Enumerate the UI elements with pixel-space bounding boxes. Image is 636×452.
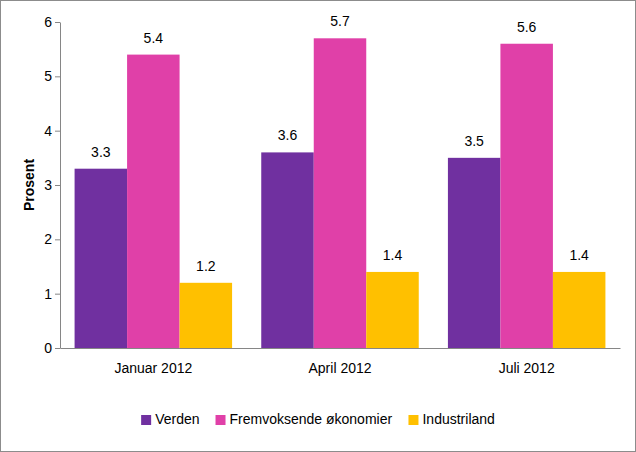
tick: April 2012 (308, 348, 371, 376)
legend-item: Verden (141, 411, 199, 427)
tick-mark (55, 131, 60, 132)
tick-label: 0 (44, 340, 52, 356)
legend-swatch (141, 415, 151, 425)
series (180, 272, 606, 348)
data-label: 5.6 (517, 19, 537, 35)
tick-mark (55, 294, 60, 295)
data-label: 1.4 (569, 247, 589, 263)
tick: Januar 2012 (114, 348, 192, 376)
data-labels: 3.3 3.6 3.5 5.4 5.7 5.6 1.2 1.4 1.4 (91, 13, 589, 274)
tick-mark (55, 76, 60, 77)
tick-mark (55, 239, 60, 240)
legend-swatch (408, 415, 418, 425)
legend-label: Verden (155, 411, 199, 427)
tick-label: Januar 2012 (114, 360, 192, 376)
bar (180, 283, 233, 348)
tick-label: 3 (44, 177, 52, 193)
data-label: 1.4 (383, 247, 403, 263)
data-label: 3.3 (91, 144, 111, 160)
tick: Juli 2012 (499, 348, 555, 376)
series (127, 38, 553, 348)
tick: 6 (44, 14, 60, 30)
data-label: 1.2 (196, 258, 216, 274)
tick: 1 (44, 286, 60, 302)
data-label: 5.4 (144, 30, 164, 46)
tick: 0 (44, 340, 60, 356)
tick-mark (55, 348, 60, 349)
chart-frame (1, 1, 636, 452)
data-label: 3.6 (278, 127, 298, 143)
x-axis: Januar 2012 April 2012 Juli 2012 (61, 348, 621, 376)
legend-label: Fremvoksende økonomier (230, 411, 393, 427)
tick-label: 1 (44, 286, 52, 302)
chart: 3.3 3.6 3.5 5.4 5.7 5.6 1.2 1.4 1.4 0 1 2 3 4 5 6 Januar… (0, 0, 636, 452)
tick-label: 6 (44, 14, 52, 30)
bar (261, 152, 314, 348)
plot: 3.3 3.6 3.5 5.4 5.7 5.6 1.2 1.4 1.4 0 1 2 3 4 5 6 Januar… (44, 13, 620, 376)
legend-item: Fremvoksende økonomier (216, 411, 393, 427)
tick: 4 (44, 123, 60, 139)
bar (448, 158, 501, 348)
tick-label: 4 (44, 123, 52, 139)
tick: 5 (44, 68, 60, 84)
tick-label: 5 (44, 68, 52, 84)
y-axis: 0 1 2 3 4 5 6 (44, 14, 60, 356)
tick: 3 (44, 177, 60, 193)
data-label: 3.5 (464, 133, 484, 149)
bar (500, 44, 552, 348)
legend-label: Industriland (422, 411, 494, 427)
legend: Verden Fremvoksende økonomier Industriland (141, 411, 495, 427)
bar (75, 169, 128, 348)
tick-mark (55, 22, 60, 23)
bar (366, 272, 419, 348)
axis-title: Prosent (21, 159, 37, 211)
tick: 2 (44, 231, 60, 247)
bars (75, 38, 606, 348)
bar (553, 272, 606, 348)
tick-label: Juli 2012 (499, 360, 555, 376)
tick-mark (55, 185, 60, 186)
tick-label: April 2012 (308, 360, 371, 376)
legend-swatch (216, 415, 226, 425)
tick-label: 2 (44, 231, 52, 247)
bar (127, 55, 180, 348)
axis-line (60, 23, 61, 349)
legend-item: Industriland (408, 411, 494, 427)
data-label: 5.7 (330, 13, 350, 29)
axis-line (61, 348, 621, 349)
bar (314, 38, 367, 348)
